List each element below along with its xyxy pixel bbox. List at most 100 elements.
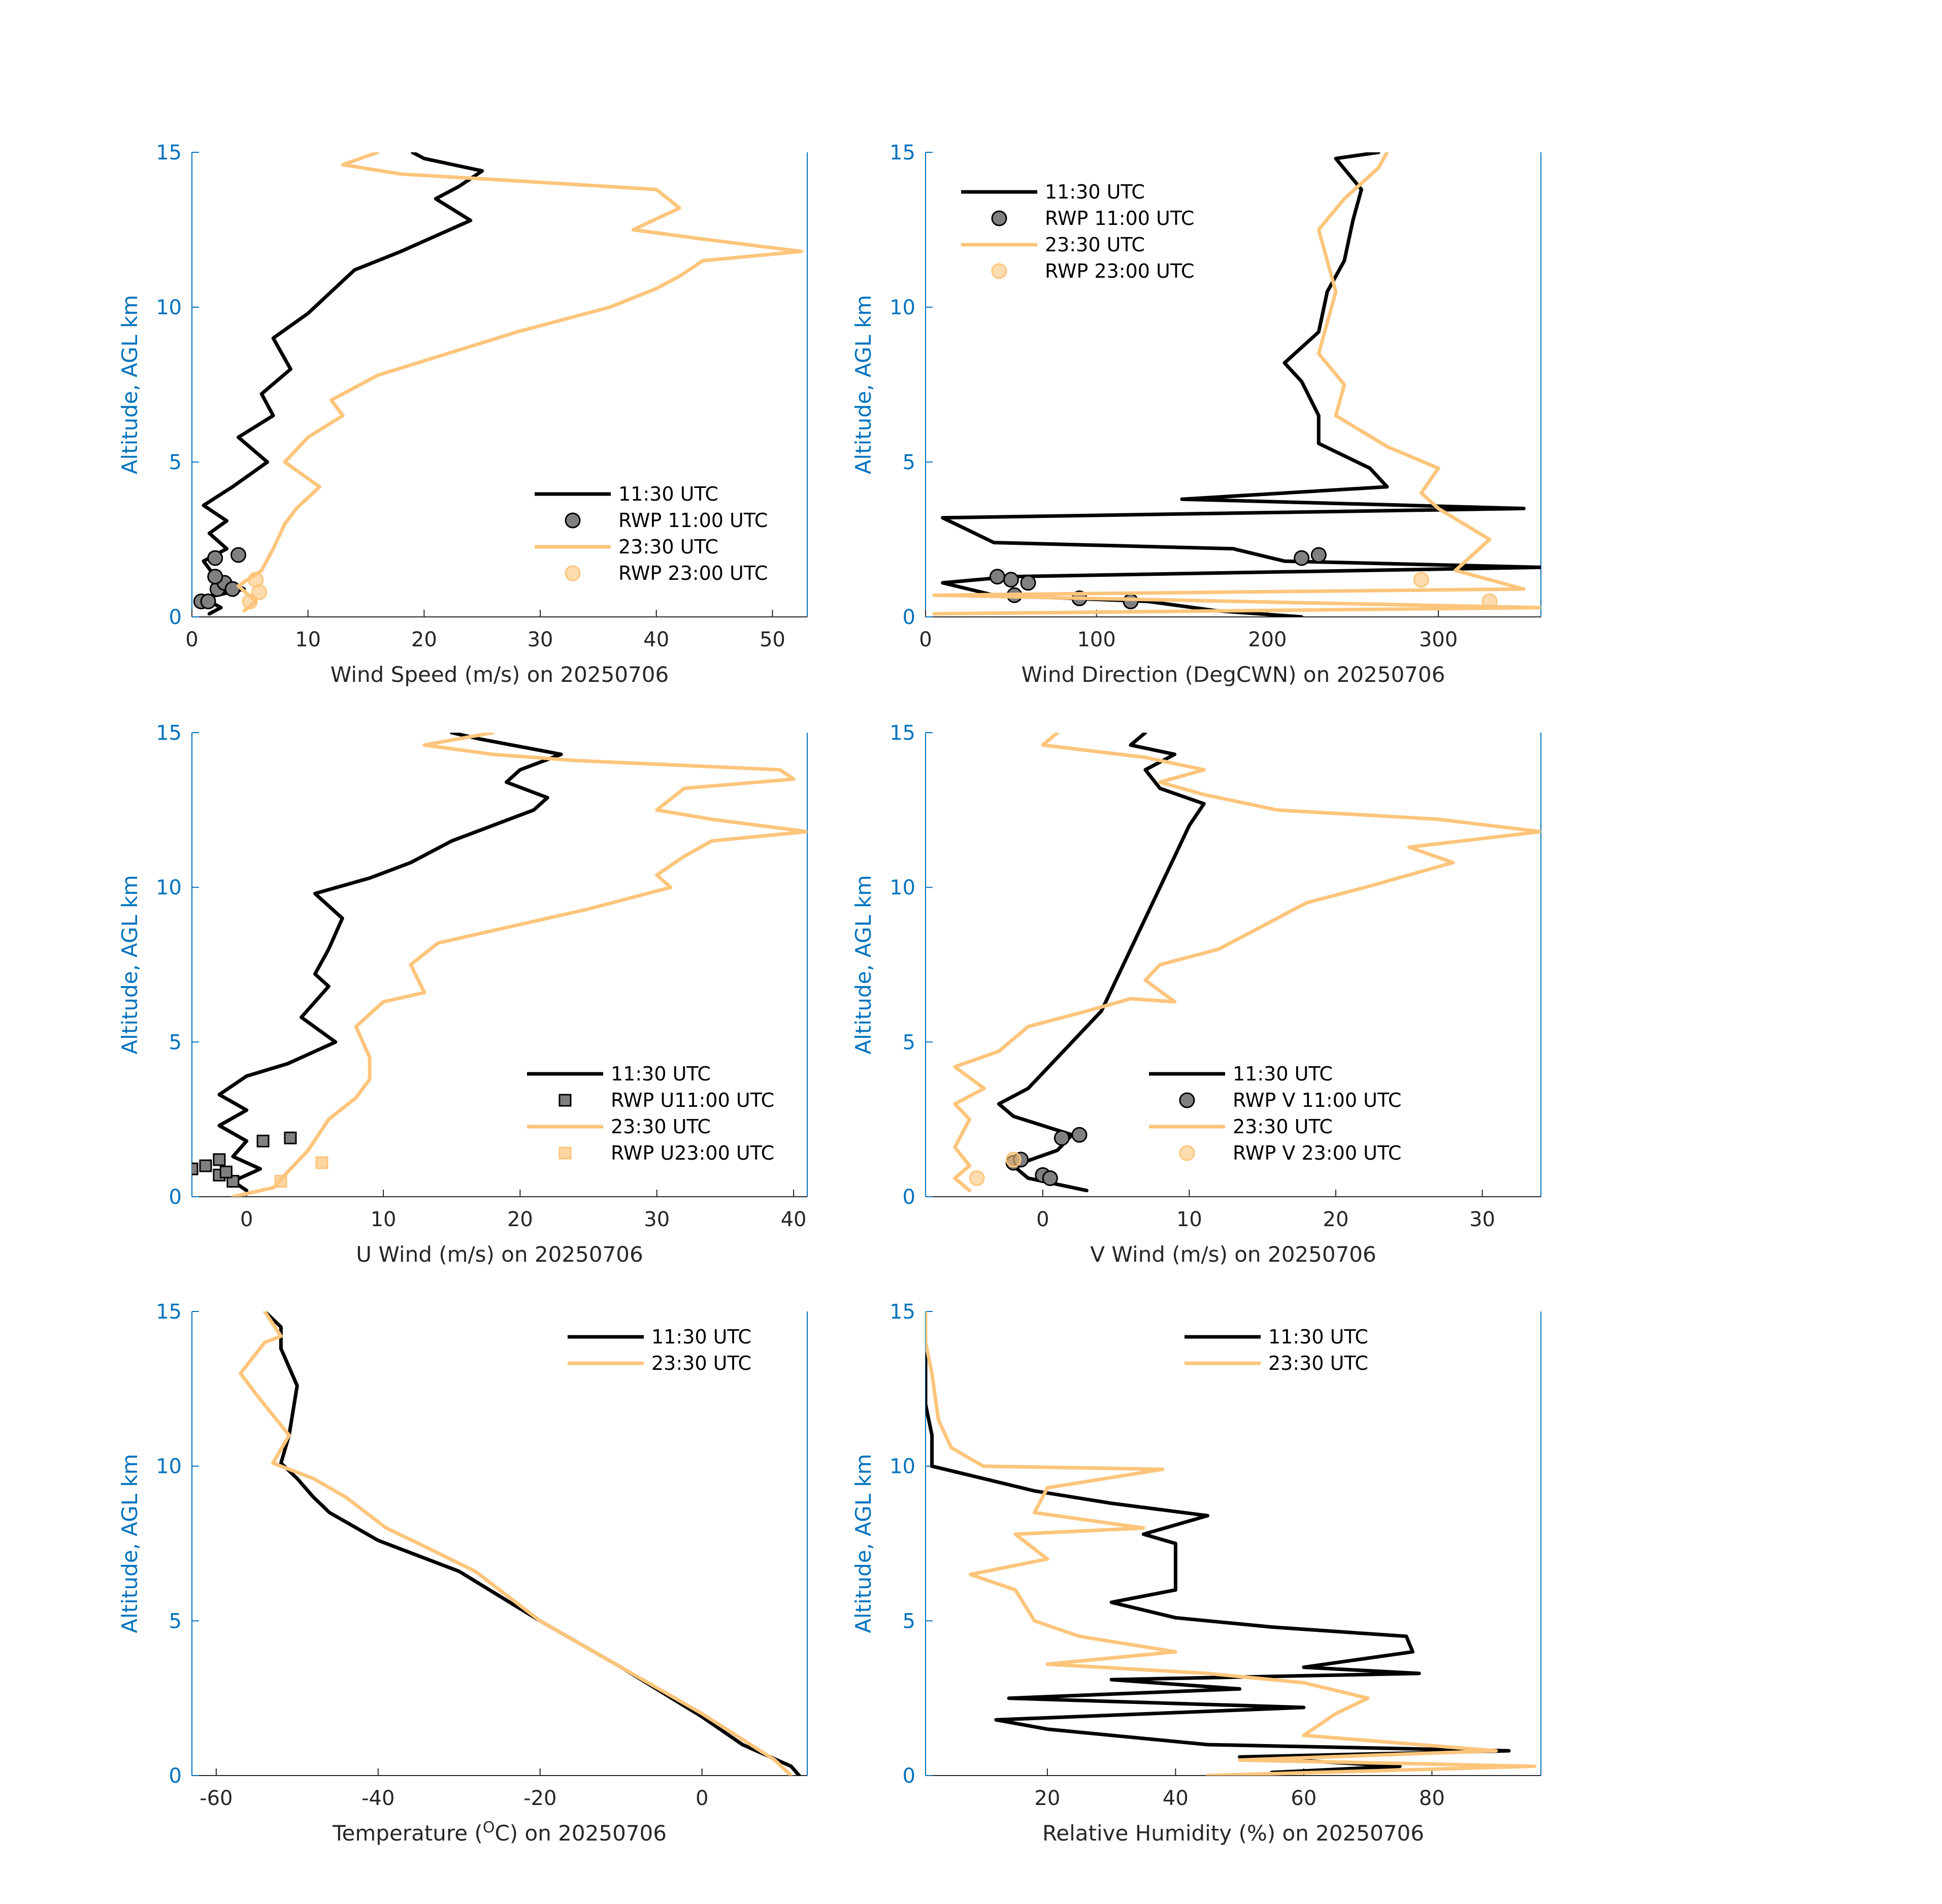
u-wind-x-tick-label: 10 <box>371 1208 397 1231</box>
wind-direction-x-tick-label: 100 <box>1077 628 1115 651</box>
temperature-x-axis-title-part: Temperature ( <box>332 1821 483 1846</box>
wind-direction-y-axis-title: Altitude, AGL km <box>851 295 876 474</box>
wind-speed-series-2-line <box>237 152 804 613</box>
u-wind-series-2-line <box>231 733 807 1197</box>
u-wind-series-1-marker <box>213 1153 226 1166</box>
temperature-panel: 0 5 10 15 -60 -40 -20 0 Altitude, AGL km Temperat… <box>117 1300 808 1846</box>
relative-humidity-legend-item-label: 23:30 UTC <box>1268 1352 1368 1374</box>
v-wind-series-3-marker <box>969 1170 985 1186</box>
relative-humidity-y-tick-label: 0 <box>903 1764 915 1788</box>
wind-direction-legend-item-label: RWP 23:00 UTC <box>1045 260 1194 282</box>
relative-humidity-x-tick-label: 20 <box>1034 1787 1060 1810</box>
wind-speed-series-3-marker <box>242 594 258 609</box>
v-wind-y-tick-label: 0 <box>903 1186 915 1209</box>
wind-speed-legend-item-label: 11:30 UTC <box>618 483 718 505</box>
wind-direction-legend: 11:30 UTC RWP 11:00 UTC 23:30 UTC RWP 23:00… <box>961 181 1194 282</box>
relative-humidity-series-group <box>926 1311 1536 1776</box>
wind-direction-x-axis-title: Wind Direction (DegCWN) on 20250706 <box>1022 662 1445 687</box>
u-wind-series-3-marker <box>274 1175 287 1188</box>
wind-speed-series-0-line <box>202 152 484 616</box>
u-wind-series-0-line <box>217 733 563 1193</box>
relative-humidity-legend: 11:30 UTC 23:30 UTC <box>1184 1326 1368 1374</box>
wind-direction-series-3-marker <box>1482 594 1498 609</box>
u-wind-y-tick-label: 15 <box>156 721 182 745</box>
relative-humidity-series-0-line <box>926 1311 1511 1775</box>
wind-speed-legend-item-swatch-circle <box>565 565 581 581</box>
u-wind-panel: 0 5 10 15 0 10 20 30 40 Altitude, AGL km U Wind (m… <box>117 721 808 1267</box>
v-wind-series-3-marker <box>1005 1152 1022 1168</box>
v-wind-legend-item-swatch-circle <box>1179 1145 1195 1161</box>
v-wind-series-1-marker <box>1042 1170 1058 1186</box>
v-wind-legend-item-label: 23:30 UTC <box>1233 1115 1333 1138</box>
u-wind-legend-item-swatch-square <box>558 1146 572 1160</box>
relative-humidity-y-tick-label: 10 <box>890 1455 915 1479</box>
wind-direction-series-1-marker <box>1020 575 1036 591</box>
u-wind-y-tick-label: 5 <box>169 1031 182 1054</box>
wind-speed-panel: 0 5 10 15 0 10 20 30 40 50 Altitude, AGL km Wind Sp… <box>117 141 808 687</box>
wind-speed-y-tick-label: 5 <box>169 451 182 474</box>
temperature-series-group <box>239 1311 801 1776</box>
v-wind-x-tick-label: 10 <box>1176 1208 1202 1231</box>
u-wind-x-axis-title: U Wind (m/s) on 20250706 <box>356 1242 643 1267</box>
v-wind-series-2-line <box>953 733 1541 1193</box>
v-wind-panel: 0 5 10 15 0 10 20 30 Altitude, AGL km V Wind (m/s… <box>851 721 1541 1267</box>
wind-direction-series-1-marker <box>989 569 1005 585</box>
temperature-series-1-line <box>239 1311 793 1776</box>
v-wind-y-tick-label: 15 <box>890 721 915 745</box>
wind-speed-series-1-marker <box>207 569 223 585</box>
wind-speed-series-1-marker <box>230 547 246 563</box>
wind-speed-legend-item-label: 23:30 UTC <box>618 536 718 558</box>
wind-speed-y-axis-title: Altitude, AGL km <box>117 295 142 474</box>
temperature-x-axis-title-superscript: O <box>483 1819 495 1836</box>
wind-speed-x-tick-label: 10 <box>295 628 321 651</box>
wind-direction-legend-item-label: 23:30 UTC <box>1045 234 1145 256</box>
u-wind-x-tick-label: 20 <box>507 1208 533 1231</box>
wind-direction-legend-item-swatch-circle <box>991 263 1007 279</box>
wind-direction-series-2-line <box>932 152 1541 616</box>
u-wind-series-1-marker <box>256 1134 270 1147</box>
temperature-y-tick-label: 15 <box>156 1300 182 1324</box>
temperature-series-0-line <box>263 1311 801 1776</box>
temperature-x-axis-title: Temperature (OC) on 20250706 <box>332 1819 667 1846</box>
wind-speed-y-tick-label: 0 <box>169 606 182 629</box>
temperature-x-tick-label: -20 <box>523 1787 556 1810</box>
u-wind-legend-item-label: 11:30 UTC <box>611 1063 711 1085</box>
u-wind-y-axis-title: Altitude, AGL km <box>117 875 142 1054</box>
temperature-x-tick-label: 0 <box>696 1787 708 1810</box>
v-wind-x-tick-label: 30 <box>1469 1208 1495 1231</box>
wind-direction-legend-item-label: 11:30 UTC <box>1045 181 1145 203</box>
temperature-y-tick-label: 0 <box>169 1764 182 1788</box>
wind-direction-legend-item-label: RWP 11:00 UTC <box>1045 207 1194 229</box>
u-wind-legend-item-label: 23:30 UTC <box>611 1115 711 1138</box>
temperature-y-tick-label: 10 <box>156 1455 182 1479</box>
wind-direction-x-tick-label: 200 <box>1248 628 1287 651</box>
wind-speed-legend-item-label: RWP 11:00 UTC <box>618 509 768 532</box>
temperature-x-axis-title-part: C) on 20250706 <box>495 1821 667 1846</box>
relative-humidity-y-tick-label: 15 <box>890 1300 915 1324</box>
wind-direction-series-1-marker <box>1294 550 1310 566</box>
wind-direction-series-0-line <box>941 152 1541 617</box>
wind-speed-x-axis-title: Wind Speed (m/s) on 20250706 <box>331 662 669 687</box>
u-wind-series-1-marker <box>226 1175 240 1188</box>
v-wind-series-1-marker <box>1071 1127 1088 1143</box>
wind-direction-series-1-marker <box>1310 547 1327 563</box>
wind-direction-legend-item-swatch-circle <box>991 210 1007 226</box>
v-wind-y-tick-label: 10 <box>890 876 915 900</box>
v-wind-x-axis-title: V Wind (m/s) on 20250706 <box>1090 1242 1376 1267</box>
u-wind-y-tick-label: 10 <box>156 876 182 900</box>
relative-humidity-x-axis-title: Relative Humidity (%) on 20250706 <box>1042 1821 1424 1846</box>
temperature-legend: 11:30 UTC 23:30 UTC <box>568 1326 751 1374</box>
wind-direction-panel: 0 5 10 15 0 100 200 300 Altitude, AGL km Wind Dir… <box>851 141 1541 687</box>
u-wind-legend-item-swatch-square <box>558 1094 572 1107</box>
temperature-y-axis-title: Altitude, AGL km <box>117 1454 142 1633</box>
v-wind-legend-item-label: RWP V 23:00 UTC <box>1233 1142 1401 1164</box>
wind-speed-series-1-marker <box>224 581 241 597</box>
v-wind-series-group <box>953 733 1541 1193</box>
wind-direction-y-tick-label: 5 <box>903 451 915 474</box>
u-wind-x-tick-label: 40 <box>781 1208 807 1231</box>
u-wind-legend-item-label: RWP U23:00 UTC <box>611 1142 774 1164</box>
wind-direction-y-tick-label: 15 <box>890 141 915 165</box>
u-wind-series-1-marker <box>199 1159 212 1172</box>
temperature-x-tick-label: -40 <box>361 1787 394 1810</box>
wind-direction-x-tick-label: 300 <box>1419 628 1458 651</box>
